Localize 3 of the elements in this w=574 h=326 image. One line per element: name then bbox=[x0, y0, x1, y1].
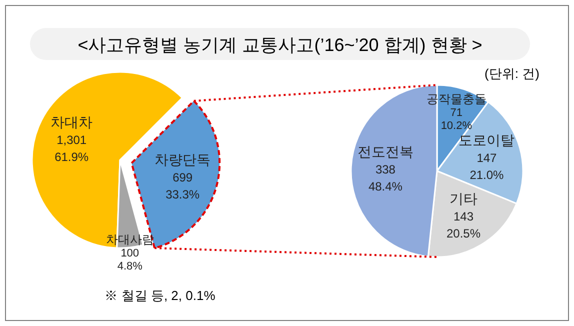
text: ※ 철길 등, 2, 0.1% bbox=[104, 288, 216, 303]
text: <사고유형별 농기계 교통사고(’16~’20 합계) 현황 > bbox=[78, 35, 482, 55]
text: (단위: 건) bbox=[484, 66, 540, 81]
